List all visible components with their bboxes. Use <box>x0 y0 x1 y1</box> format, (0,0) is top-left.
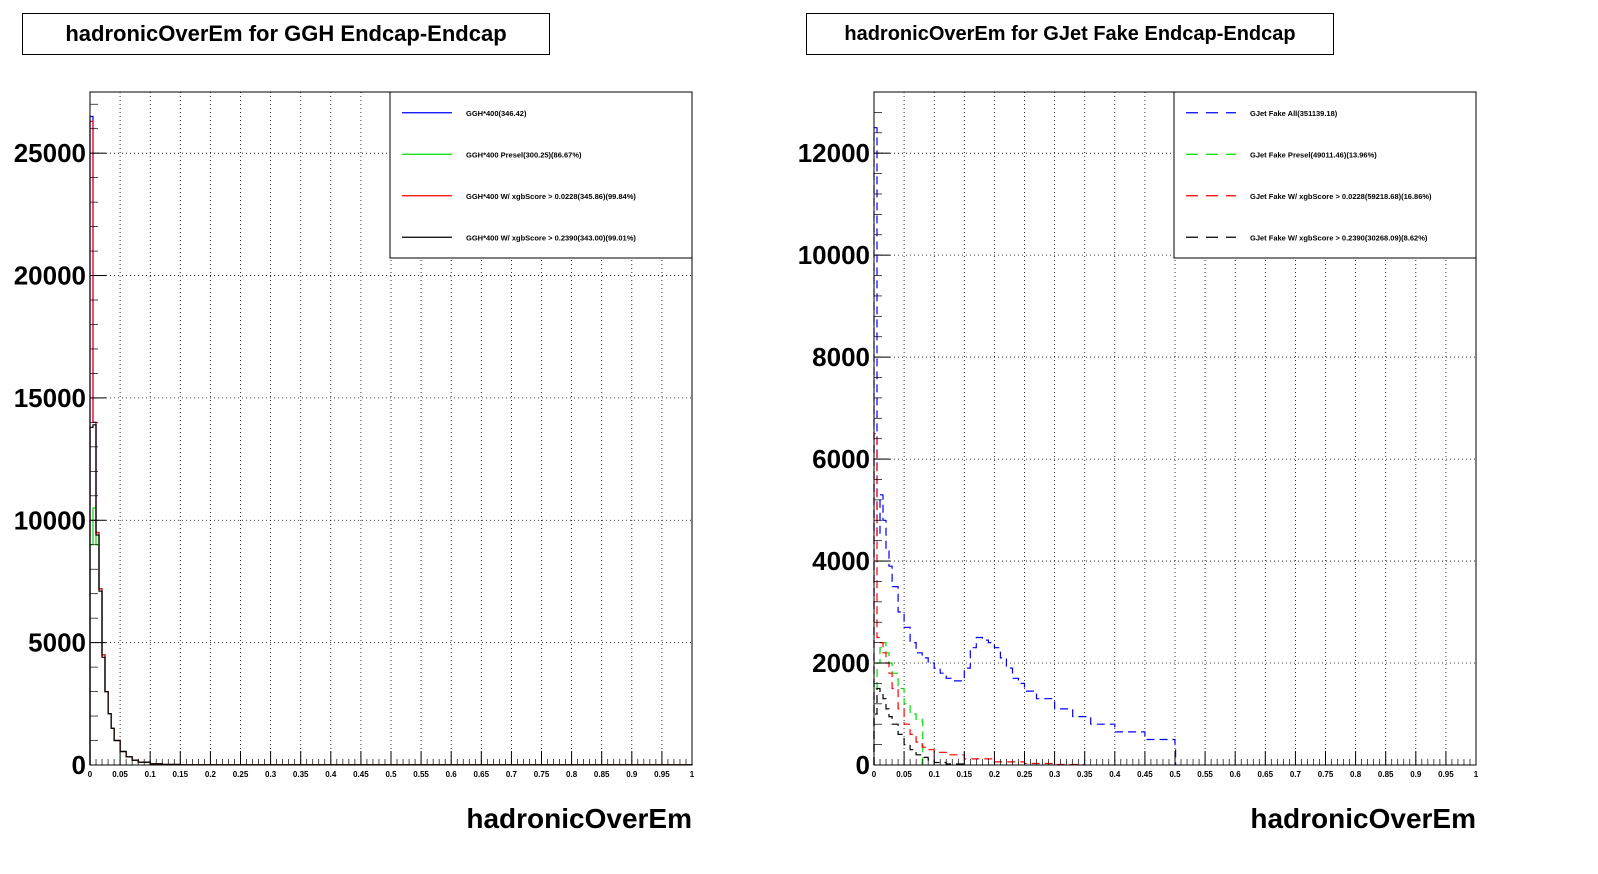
x-tick-label: 0.3 <box>1049 770 1061 779</box>
x-tick-label: 0.95 <box>1438 770 1454 779</box>
x-tick-label: 0.45 <box>1137 770 1153 779</box>
x-tick-label: 0.35 <box>1077 770 1093 779</box>
legend-label: GGH*400(346.42) <box>466 109 527 118</box>
x-tick-label: 0 <box>88 770 93 779</box>
x-tick-label: 0.05 <box>896 770 912 779</box>
y-tick-label: 10000 <box>798 240 870 270</box>
series-line-1 <box>873 642 924 765</box>
x-tick-label: 0.85 <box>594 770 610 779</box>
x-tick-label: 0.05 <box>112 770 128 779</box>
x-tick-label: 0.6 <box>1230 770 1242 779</box>
x-tick-label: 0 <box>872 770 877 779</box>
x-tick-label: 1 <box>1474 770 1479 779</box>
x-tick-label: 0.55 <box>1197 770 1213 779</box>
y-tick-label: 0 <box>856 750 870 780</box>
y-tick-label: 6000 <box>812 444 870 474</box>
y-tick-label: 8000 <box>812 342 870 372</box>
x-axis-label: hadronicOverEm <box>1250 803 1476 834</box>
y-tick-label: 5000 <box>28 628 86 658</box>
chart-title-right-text: hadronicOverEm for GJet Fake Endcap-Endc… <box>844 22 1296 45</box>
y-tick-label: 2000 <box>812 648 870 678</box>
x-tick-label: 0.15 <box>173 770 189 779</box>
x-tick-label: 0.45 <box>353 770 369 779</box>
x-tick-label: 0.1 <box>929 770 941 779</box>
x-tick-label: 0.55 <box>413 770 429 779</box>
x-tick-label: 0.7 <box>1290 770 1302 779</box>
x-tick-label: 0.2 <box>989 770 1001 779</box>
chart-panel-gjet: 0 0.05 0.1 0.15 0.2 0.25 0.3 0.35 0.4 0.45 0.5 0.55… <box>798 91 1479 834</box>
x-tick-label: 0.4 <box>325 770 337 779</box>
chart-title-left: hadronicOverEm for GGH Endcap-Endcap <box>22 13 550 55</box>
legend-label: GJet Fake Presel(49011.46)(13.96%) <box>1250 150 1377 159</box>
x-tick-label: 0.35 <box>293 770 309 779</box>
series-line-0 <box>873 127 1177 765</box>
x-tick-label: 0.7 <box>506 770 518 779</box>
legend-box <box>1173 91 1477 259</box>
x-tick-label: 0.65 <box>1258 770 1274 779</box>
legend-label: GGH*400 Presel(300.25)(86.67%) <box>466 150 582 159</box>
y-tick-label: 15000 <box>14 383 86 413</box>
y-tick-label: 25000 <box>14 138 86 168</box>
x-tick-label: 0.1 <box>145 770 157 779</box>
x-tick-label: 1 <box>690 770 695 779</box>
x-tick-label: 0.8 <box>566 770 578 779</box>
x-tick-label: 0.15 <box>957 770 973 779</box>
x-axis-label: hadronicOverEm <box>466 803 692 834</box>
y-tick-label: 20000 <box>14 261 86 291</box>
chart-title-right: hadronicOverEm for GJet Fake Endcap-Endc… <box>806 13 1334 55</box>
legend-label: GJet Fake W/ xgbScore > 0.0228(59218.68)… <box>1250 192 1432 201</box>
x-tick-label: 0.95 <box>654 770 670 779</box>
x-tick-label: 0.2 <box>205 770 217 779</box>
series-line-3 <box>873 687 965 765</box>
x-tick-label: 0.6 <box>446 770 458 779</box>
x-tick-label: 0.9 <box>1410 770 1422 779</box>
y-tick-label: 10000 <box>14 505 86 535</box>
x-tick-label: 0.85 <box>1378 770 1394 779</box>
x-tick-label: 0.25 <box>233 770 249 779</box>
legend-label: GGH*400 W/ xgbScore > 0.0228(345.86)(99.… <box>466 192 636 201</box>
x-tick-label: 0.9 <box>626 770 638 779</box>
chart-title-left-text: hadronicOverEm for GGH Endcap-Endcap <box>65 21 507 46</box>
y-tick-label: 0 <box>72 750 86 780</box>
y-tick-label: 12000 <box>798 138 870 168</box>
legend-label: GGH*400 W/ xgbScore > 0.2390(343.00)(99.… <box>466 233 636 242</box>
x-tick-label: 0.5 <box>1169 770 1181 779</box>
x-tick-label: 0.5 <box>385 770 397 779</box>
legend-box <box>389 91 693 259</box>
y-tick-label: 4000 <box>812 546 870 576</box>
x-tick-label: 0.25 <box>1017 770 1033 779</box>
x-tick-label: 0.75 <box>534 770 550 779</box>
chart-panel-ggh: 0 0.05 0.1 0.15 0.2 0.25 0.3 0.35 0.4 0.45 0.5 0.55… <box>14 91 695 834</box>
x-tick-label: 0.4 <box>1109 770 1121 779</box>
legend-label: GJet Fake W/ xgbScore > 0.2390(30268.09)… <box>1250 233 1428 242</box>
legend-label: GJet Fake All(351139.18) <box>1250 109 1338 118</box>
x-tick-label: 0.8 <box>1350 770 1362 779</box>
x-tick-label: 0.3 <box>265 770 277 779</box>
x-tick-label: 0.75 <box>1318 770 1334 779</box>
x-tick-label: 0.65 <box>474 770 490 779</box>
